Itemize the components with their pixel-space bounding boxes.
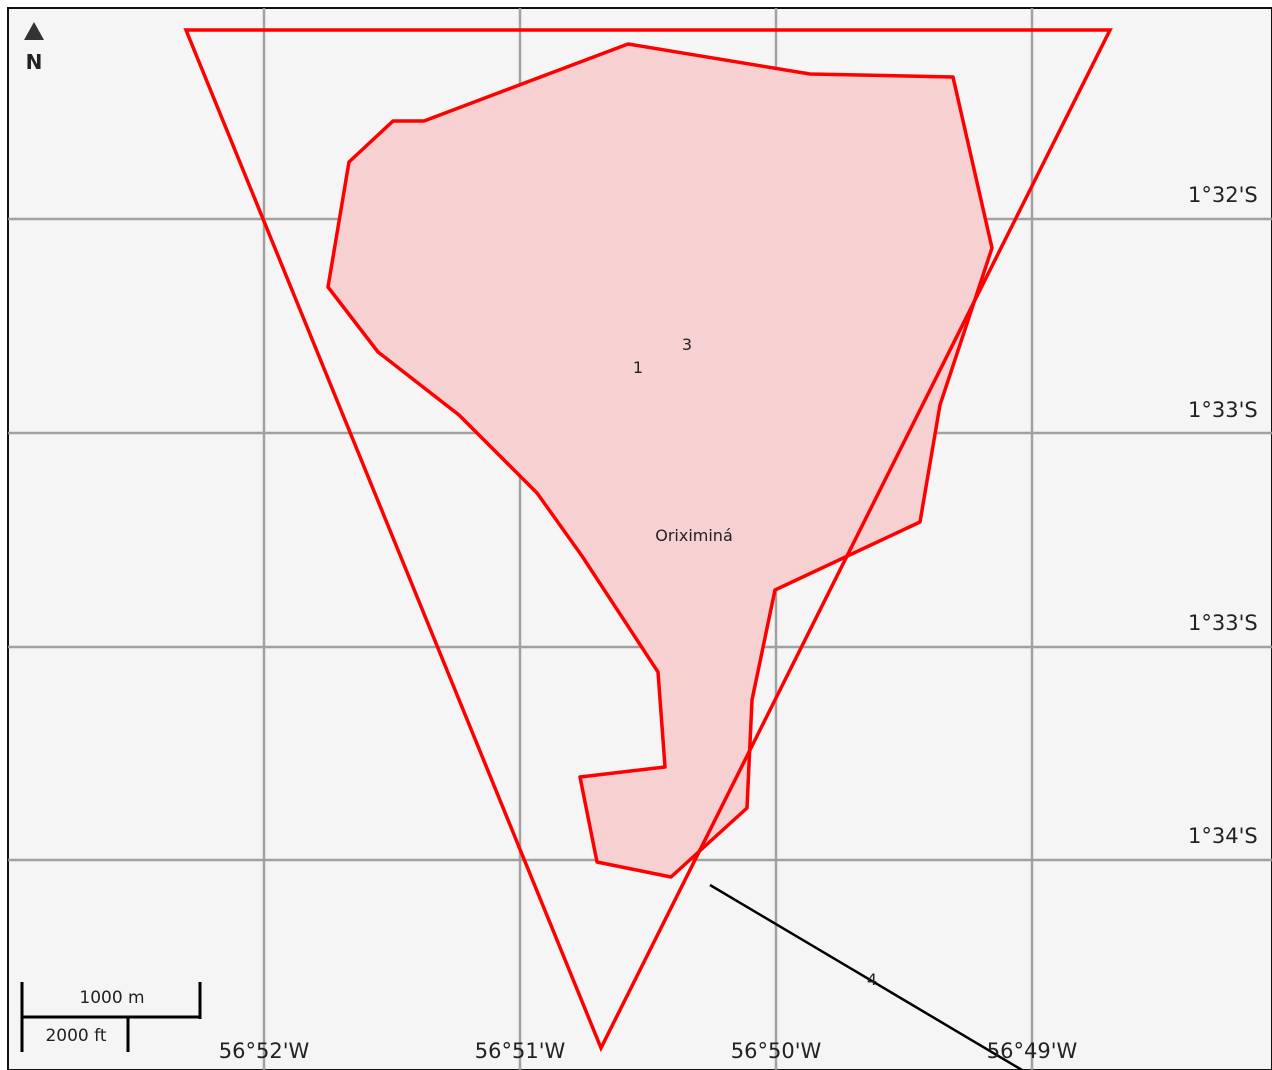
north-arrow-label: N [26, 50, 43, 74]
latitude-label: 1°33'S [1188, 611, 1258, 635]
map-frame [7, 7, 1272, 1070]
longitude-label: 56°49'W [987, 1039, 1078, 1063]
north-arrow-icon [24, 22, 44, 40]
latitude-label: 1°32'S [1188, 183, 1258, 207]
marker-3-label[interactable]: 3 [682, 335, 692, 354]
longitude-label: 56°50'W [731, 1039, 822, 1063]
scale-bar-imperial-label: 2000 ft [45, 1026, 106, 1046]
town-boundary-area[interactable] [326, 42, 994, 879]
longitude-label: 56°52'W [219, 1039, 310, 1063]
latitude-label: 1°34'S [1188, 824, 1258, 848]
longitude-label: 56°51'W [475, 1039, 566, 1063]
north-arrow: N [24, 22, 44, 74]
route-line[interactable] [709, 883, 1023, 1070]
latitude-label: 1°33'S [1188, 398, 1258, 422]
triangle-area-outline[interactable] [183, 28, 1113, 1053]
marker-4-label[interactable]: 4 [867, 970, 877, 989]
scale-bar: 1000 m 2000 ft [18, 978, 206, 1056]
scale-bar-metric-label: 1000 m [79, 988, 144, 1008]
town-label[interactable]: Oriximiná [655, 526, 733, 545]
marker-1-label[interactable]: 1 [633, 358, 643, 377]
